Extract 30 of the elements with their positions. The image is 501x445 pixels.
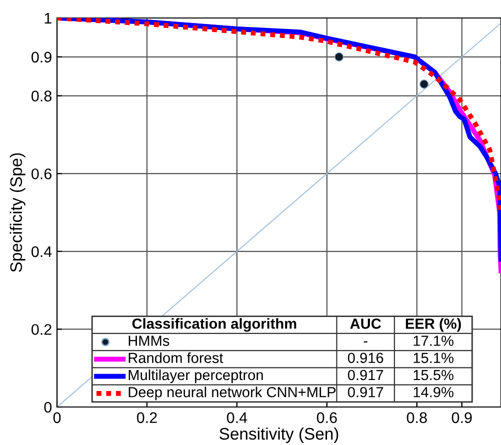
- annotation: 14.9%: [414, 386, 454, 398]
- x-tick-label: 0: [53, 412, 61, 424]
- legend-title: Classification algorithm: [132, 318, 296, 332]
- y-tick-label: 0.6: [32, 168, 52, 180]
- legend-label: HMMs: [128, 336, 170, 346]
- x-tick-label: 0.9: [452, 412, 472, 424]
- annotation: 0.916: [348, 352, 384, 364]
- legend-label: Multilayer perceptron: [128, 369, 263, 384]
- annotation: AUC: [350, 318, 381, 329]
- y-tick-label: 1: [44, 13, 52, 24]
- y-axis-title: Specificity (Spe): [10, 153, 26, 272]
- annotation: 15.1%: [414, 352, 454, 364]
- y-tick-label: 0.9: [32, 52, 52, 63]
- annotation: 17.1%: [414, 336, 454, 346]
- y-tick-label: 0.4: [32, 246, 52, 258]
- y-tick-label: 0.2: [32, 324, 52, 335]
- x-tick-label: 0.8: [406, 412, 427, 424]
- y-tick-label: 0.8: [32, 90, 52, 102]
- annotation: 15.5%: [414, 370, 454, 380]
- annotation: -: [364, 341, 368, 343]
- annotation: 0.917: [348, 386, 384, 398]
- annotation: EER (%): [406, 318, 461, 332]
- x-tick-label: 0.2: [136, 412, 157, 424]
- annotation: 0.917: [348, 370, 384, 380]
- legend-label: Deep neural network CNN+MLP: [128, 386, 336, 400]
- x-axis-title: Sensitivity (Sen): [220, 427, 338, 444]
- y-tick-label: 0: [44, 402, 52, 413]
- x-tick-label: 0.6: [316, 412, 337, 424]
- x-tick-label: 0.4: [226, 412, 248, 424]
- legend-label: Random forest: [128, 352, 224, 364]
